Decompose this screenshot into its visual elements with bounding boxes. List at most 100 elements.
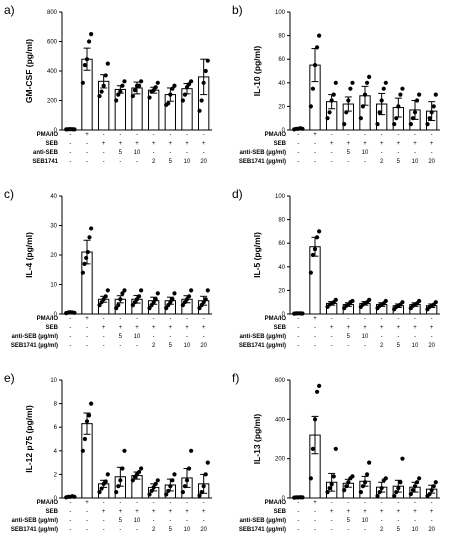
- treatment-cell: -: [119, 316, 121, 322]
- y-tick-label: 600: [47, 40, 58, 46]
- treatment-cell: +: [135, 509, 139, 515]
- data-point: [203, 297, 208, 302]
- data-point: [86, 39, 92, 44]
- treatment-cell: +: [413, 509, 417, 515]
- treatment-cell: -: [153, 316, 155, 322]
- treatment-cell: +: [313, 500, 317, 506]
- treatment-cell: -: [397, 132, 399, 138]
- data-point: [429, 110, 434, 115]
- data-point: [168, 92, 173, 97]
- treatment-row-label: SEB: [274, 325, 287, 331]
- data-point: [325, 116, 330, 121]
- treatment-cell: -: [153, 500, 155, 506]
- treatment-cell: -: [86, 509, 88, 515]
- data-point: [189, 448, 194, 453]
- treatment-cell: -: [86, 518, 88, 524]
- data-point: [147, 95, 152, 100]
- treatment-cell: -: [69, 316, 71, 322]
- data-point: [101, 297, 106, 302]
- data-point: [333, 446, 338, 451]
- treatment-cell: -: [103, 527, 105, 533]
- y-tick-label: 100: [275, 10, 286, 16]
- data-point: [414, 480, 420, 485]
- y-tick-label: 800: [47, 10, 58, 16]
- data-point: [431, 104, 436, 109]
- data-point: [166, 488, 171, 494]
- treatment-cell: 10: [184, 159, 191, 165]
- data-point: [99, 486, 104, 491]
- data-point: [360, 484, 366, 489]
- treatment-cell: -: [203, 518, 205, 524]
- treatment-cell: 2: [380, 159, 384, 165]
- data-point: [410, 488, 416, 493]
- treatment-cell: -: [119, 527, 121, 533]
- treatment-cell: 10: [412, 159, 419, 165]
- data-point: [136, 83, 142, 88]
- data-point: [120, 466, 125, 471]
- data-point: [375, 493, 380, 499]
- treatment-cell: -: [397, 334, 399, 340]
- data-point: [186, 294, 192, 299]
- treatment-cell: -: [364, 316, 366, 322]
- treatment-cell: -: [414, 132, 416, 138]
- data-point: [358, 490, 363, 495]
- treatment-row-label: SEB1741 (µg/ml): [239, 159, 286, 165]
- y-tick-label: 8: [54, 402, 58, 408]
- data-point: [172, 472, 177, 477]
- treatment-cell: 20: [428, 159, 435, 165]
- data-point: [168, 484, 173, 489]
- data-point: [164, 306, 169, 311]
- treatment-cell: -: [397, 150, 399, 156]
- data-point: [329, 482, 334, 487]
- treatment-cell: 20: [200, 343, 207, 349]
- data-point: [201, 300, 206, 305]
- data-point: [408, 122, 413, 127]
- data-point: [84, 57, 90, 62]
- treatment-cell: -: [314, 518, 316, 524]
- treatment-cell: +: [85, 500, 89, 506]
- treatment-cell: -: [86, 150, 88, 156]
- treatment-cell: -: [314, 509, 316, 515]
- data-point: [381, 86, 386, 91]
- treatment-cell: -: [186, 150, 188, 156]
- data-point: [180, 490, 185, 495]
- treatment-cell: +: [169, 509, 173, 515]
- treatment-row-label: anti-SEB (µg/ml): [12, 334, 58, 340]
- treatment-row-label: anti-SEB (µg/ml): [240, 150, 286, 156]
- treatment-cell: 10: [362, 334, 369, 340]
- data-point: [400, 300, 405, 305]
- data-point: [97, 303, 102, 308]
- data-point: [89, 32, 94, 37]
- treatment-cell: +: [185, 325, 189, 331]
- treatment-cell: -: [186, 518, 188, 524]
- treatment-row-label: SEB: [46, 509, 59, 515]
- treatment-cell: -: [69, 527, 71, 533]
- treatment-cell: -: [103, 500, 105, 506]
- data-point: [118, 478, 123, 483]
- treatment-cell: -: [331, 518, 333, 524]
- treatment-cell: +: [430, 141, 434, 147]
- treatment-cell: +: [397, 141, 401, 147]
- treatment-cell: -: [431, 150, 433, 156]
- y-tick-label: 2: [54, 472, 58, 478]
- data-point: [80, 270, 85, 275]
- data-point: [331, 474, 336, 479]
- treatment-cell: 5: [397, 159, 401, 165]
- y-tick-label: 200: [275, 457, 286, 463]
- treatment-cell: +: [330, 325, 334, 331]
- panel-label: e): [4, 371, 15, 385]
- data-point: [344, 484, 349, 489]
- treatment-cell: -: [314, 150, 316, 156]
- data-point: [300, 126, 305, 131]
- treatment-row-label: anti-SEB (µg/ml): [12, 518, 58, 524]
- data-point: [72, 310, 77, 315]
- data-point: [394, 490, 399, 495]
- treatment-cell: -: [331, 343, 333, 349]
- treatment-cell: -: [347, 132, 349, 138]
- data-point: [398, 92, 403, 97]
- treatment-cell: 5: [347, 334, 351, 340]
- treatment-cell: -: [431, 518, 433, 524]
- treatment-cell: 10: [412, 343, 419, 349]
- y-tick-label: 0: [54, 128, 58, 134]
- treatment-cell: -: [153, 150, 155, 156]
